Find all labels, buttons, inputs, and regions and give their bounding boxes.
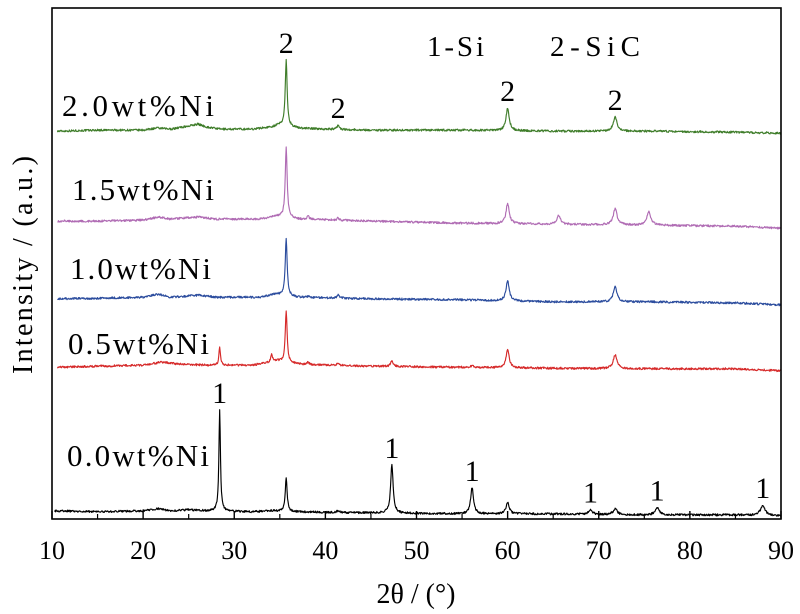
x-tick-label: 90 [768, 536, 794, 565]
x-tick-label: 30 [221, 536, 247, 565]
legend-sic: 2-SiC [550, 31, 640, 63]
series-label: 1.0wt%Ni [70, 251, 211, 286]
x-tick-label: 20 [130, 536, 156, 565]
peak-label: 2 [500, 75, 515, 108]
series-line [56, 58, 782, 135]
peak-labels: 2 2 2 2 1 1 1 1 1 1 [212, 27, 770, 510]
series-label: 2.0wt%Ni [62, 88, 214, 123]
peak-label: 2 [331, 92, 346, 125]
x-tick-label: 40 [312, 536, 338, 565]
series-line [56, 310, 782, 373]
series-label: 0.0wt%Ni [67, 438, 209, 473]
x-tick-label: 70 [586, 536, 612, 565]
x-tick-label: 50 [404, 536, 430, 565]
x-tick-label: 80 [677, 536, 703, 565]
peak-label: 2 [279, 27, 294, 60]
x-tick-label: 60 [495, 536, 521, 565]
series-line [57, 237, 782, 307]
x-axis-ticks: 10 20 30 40 50 60 70 80 90 [39, 511, 794, 565]
series-layer [54, 58, 782, 517]
peak-label: 1 [755, 472, 770, 505]
series-label: 1.5wt%Ni [72, 172, 214, 207]
peak-label: 1 [583, 477, 598, 510]
peak-label: 1 [465, 455, 480, 488]
x-axis-label: 2θ / (°) [376, 579, 455, 610]
x-tick-label: 10 [39, 536, 65, 565]
y-axis-label: Intensity / (a.u.) [8, 156, 39, 374]
peak-label: 2 [608, 84, 623, 117]
peak-label: 1 [212, 377, 227, 410]
peak-label: 1 [650, 475, 665, 508]
peak-label: 1 [384, 432, 399, 465]
series-label: 0.5wt%Ni [68, 326, 209, 361]
series-line [54, 409, 782, 517]
series-line [57, 146, 782, 230]
